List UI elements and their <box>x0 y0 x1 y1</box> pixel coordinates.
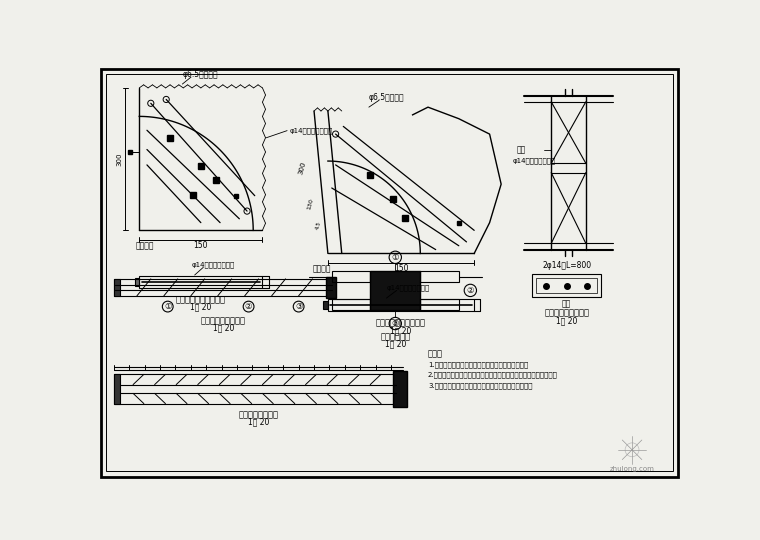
Bar <box>370 271 420 309</box>
Text: 3.道路制造地方自由边缘时，采用汽车层型钉笼配筋。: 3.道路制造地方自由边缘时，采用汽车层型钉笼配筋。 <box>428 382 533 389</box>
Bar <box>114 374 120 403</box>
Bar <box>328 299 474 311</box>
Bar <box>536 278 597 294</box>
Text: 300: 300 <box>116 152 122 166</box>
Text: 1： 20: 1： 20 <box>213 323 234 333</box>
Bar <box>114 279 120 296</box>
Text: 钉笼: 钉笼 <box>562 299 572 308</box>
Text: 1： 20: 1： 20 <box>248 417 269 427</box>
Text: 300: 300 <box>298 161 307 176</box>
Text: 2φ14，L=800: 2φ14，L=800 <box>542 260 591 269</box>
Bar <box>323 301 328 309</box>
Text: φ14是角渗透型钉笼: φ14是角渗透型钉笼 <box>290 127 333 134</box>
Text: 直角发射锰钉笼配筋图: 直角发射锰钉笼配筋图 <box>176 295 226 304</box>
Text: φ14是角渗透型钉笼: φ14是角渗透型钉笼 <box>387 285 430 292</box>
Text: 権桡孔缘: 権桡孔缘 <box>135 241 154 250</box>
Text: 150: 150 <box>394 265 408 273</box>
Text: ①: ① <box>391 253 399 262</box>
Bar <box>420 271 459 282</box>
Text: 钉笼: 钉笼 <box>517 145 526 154</box>
Text: 1： 20: 1： 20 <box>391 326 412 335</box>
Text: 権桡孔缘: 権桡孔缘 <box>312 265 331 273</box>
Text: 150: 150 <box>194 241 208 250</box>
Text: 1： 20: 1： 20 <box>385 340 406 349</box>
Text: 130: 130 <box>306 197 314 210</box>
Text: 筑道配筋细部配筋图: 筑道配筋细部配筋图 <box>544 308 589 317</box>
Bar <box>114 374 403 403</box>
Text: 1： 20: 1： 20 <box>556 316 578 325</box>
Text: φ14是角渗透型钉笼: φ14是角渗透型钉笼 <box>192 262 235 268</box>
Text: 1： 20: 1： 20 <box>190 303 211 312</box>
Text: ②: ② <box>245 302 252 311</box>
Text: 2.路面刺层颉筋应在平梯比较个位，路面钉笼应尽量靠近自由边缘。: 2.路面刺层颉筋应在平梯比较个位，路面钉笼应尽量靠近自由边缘。 <box>428 372 558 379</box>
Bar <box>139 276 262 288</box>
Text: 4.5: 4.5 <box>315 220 321 230</box>
Bar <box>532 274 601 298</box>
Text: 1.图中尺寸除特别注明外，其余尺寸均按实际设计。: 1.图中尺寸除特别注明外，其余尺寸均按实际设计。 <box>428 361 528 368</box>
Bar <box>325 276 337 298</box>
Text: ①: ① <box>164 302 172 311</box>
Bar <box>135 278 139 286</box>
Text: φ14是角渗透型钉笼: φ14是角渗透型钉笼 <box>513 158 556 164</box>
Bar <box>332 299 370 309</box>
Text: zhulong.com: zhulong.com <box>610 466 654 472</box>
Text: ③: ③ <box>391 319 399 328</box>
Text: 斜角发射锰钉笼配筋图: 斜角发射锰钉笼配筋图 <box>376 318 426 327</box>
Bar <box>114 279 334 296</box>
Text: φ6.5锂笼连筋: φ6.5锂笼连筋 <box>183 70 219 78</box>
Text: 自由边锰钉笼配筋图: 自由边锰钉笼配筋图 <box>201 316 246 325</box>
Text: 边车锰钉笼配筋图: 边车锰钉笼配筋图 <box>238 410 278 419</box>
Text: 管线笼配筋图: 管线笼配筋图 <box>380 332 410 341</box>
Bar <box>394 372 407 407</box>
Bar <box>332 271 370 282</box>
Text: ③: ③ <box>295 302 302 311</box>
Bar <box>420 299 459 309</box>
Text: φ6.5锂笼连筋: φ6.5锂笼连筋 <box>369 93 404 102</box>
Text: ②: ② <box>467 286 474 295</box>
Text: 说明：: 说明： <box>428 349 443 358</box>
